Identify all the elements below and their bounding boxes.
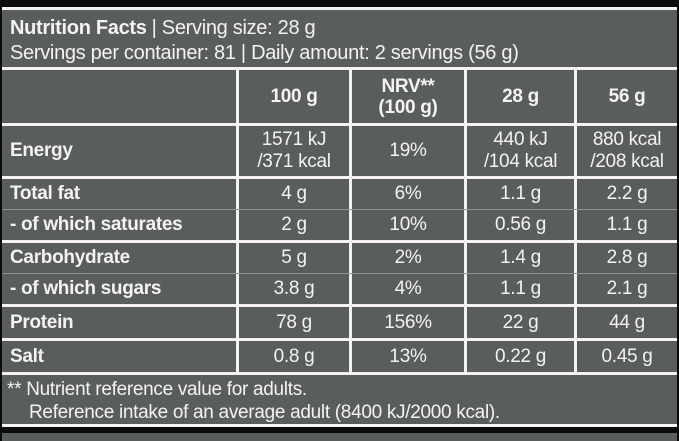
sugars-per-100g: 3.8 g [236, 274, 349, 304]
row-label-sugars: - of which sugars [10, 278, 162, 299]
salt-per-100g: 0.8 g [236, 341, 349, 372]
footnote-marker: ** [7, 379, 22, 400]
protein-per-100g: 78 g [236, 307, 349, 338]
saturates-per-100g: 2 g [236, 210, 349, 240]
row-label-carbohydrate: Carbohydrate [10, 247, 130, 268]
footnote-line1-text: Nutrient reference value for adults. [26, 379, 307, 400]
col-header-nrv-line1: NRV** [381, 75, 435, 97]
salt-nrv: 13% [349, 341, 464, 372]
table-row-salt: Salt 0.8 g 13% 0.22 g 0.45 g [2, 338, 677, 372]
salt-per-56g: 0.45 g [574, 341, 677, 372]
protein-per-28g: 22 g [464, 307, 574, 338]
table-row-total-fat: Total fat 4 g 6% 1.1 g 2.2 g [2, 176, 677, 209]
table-row-sugars: - of which sugars 3.8 g 4% 1.1 g 2.1 g [2, 273, 677, 304]
row-label-saturates: - of which saturates [10, 214, 183, 235]
energy-per-56g-line1: 880 kcal [592, 129, 662, 150]
energy-nrv: 19% [349, 126, 464, 176]
row-label-energy: Energy [10, 140, 73, 161]
sugars-per-56g: 2.1 g [574, 274, 677, 304]
servings-per-container-text: Servings per container: 81 | Daily amoun… [10, 42, 519, 64]
salt-per-28g: 0.22 g [464, 341, 574, 372]
energy-per-56g-line2: /208 kcal [590, 151, 664, 172]
sugars-nrv: 4% [349, 274, 464, 304]
serving-size-text: | Serving size: 28 g [151, 17, 316, 39]
total-fat-per-28g: 1.1 g [464, 179, 574, 209]
label-header: Nutrition Facts | Serving size: 28 g Serv… [2, 10, 677, 67]
footnote-line1: ** Nutrient reference value for adults. [7, 378, 671, 401]
table-row-energy: Energy 1571 kJ /371 kcal 19% 440 kJ /104… [2, 123, 677, 176]
footnote: ** Nutrient reference value for adults. … [2, 372, 677, 424]
col-header-56g: 56 g [574, 70, 677, 123]
col-header-100g: 100 g [236, 70, 349, 123]
total-fat-per-56g: 2.2 g [574, 179, 677, 209]
bottom-gray-strip [2, 433, 677, 441]
total-fat-nrv: 6% [349, 179, 464, 209]
protein-per-56g: 44 g [574, 307, 677, 338]
total-fat-per-100g: 4 g [236, 179, 349, 209]
energy-per-28g-line1: 440 kJ [493, 129, 548, 150]
energy-per-100g-line2: /371 kcal [257, 151, 331, 172]
sugars-per-28g: 1.1 g [464, 274, 574, 304]
table-header-row: 100 g NRV** (100 g) 28 g 56 g [2, 67, 677, 123]
carbohydrate-nrv: 2% [349, 243, 464, 273]
bottom-black-bar [2, 424, 677, 433]
saturates-per-56g: 1.1 g [574, 210, 677, 240]
energy-per-100g-line1: 1571 kJ [261, 129, 327, 150]
table-row-protein: Protein 78 g 156% 22 g 44 g [2, 304, 677, 338]
energy-per-28g: 440 kJ /104 kcal [464, 126, 574, 176]
label-title: Nutrition Facts [10, 17, 147, 39]
footnote-line2: Reference intake of an average adult (84… [29, 402, 500, 423]
corner-cell [2, 70, 236, 123]
table-row-saturates: - of which saturates 2 g 10% 0.56 g 1.1 … [2, 209, 677, 240]
protein-nrv: 156% [349, 307, 464, 338]
table-row-carbohydrate: Carbohydrate 5 g 2% 1.4 g 2.8 g [2, 240, 677, 273]
saturates-nrv: 10% [349, 210, 464, 240]
col-header-28g: 28 g [464, 70, 574, 123]
top-black-bar [2, 0, 677, 10]
energy-per-28g-line2: /104 kcal [483, 151, 558, 172]
row-label-total-fat: Total fat [10, 183, 80, 204]
row-label-salt: Salt [10, 345, 44, 367]
saturates-per-28g: 0.56 g [464, 210, 574, 240]
carbohydrate-per-100g: 5 g [236, 243, 349, 273]
energy-per-100g: 1571 kJ /371 kcal [236, 126, 349, 176]
carbohydrate-per-28g: 1.4 g [464, 243, 574, 273]
carbohydrate-per-56g: 2.8 g [574, 243, 677, 273]
row-label-protein: Protein [10, 311, 74, 333]
col-header-nrv: NRV** (100 g) [349, 70, 464, 123]
col-header-nrv-line2: (100 g) [378, 96, 438, 118]
title-line: Nutrition Facts | Serving size: 28 g [10, 16, 669, 41]
energy-per-56g: 880 kcal /208 kcal [574, 126, 677, 176]
